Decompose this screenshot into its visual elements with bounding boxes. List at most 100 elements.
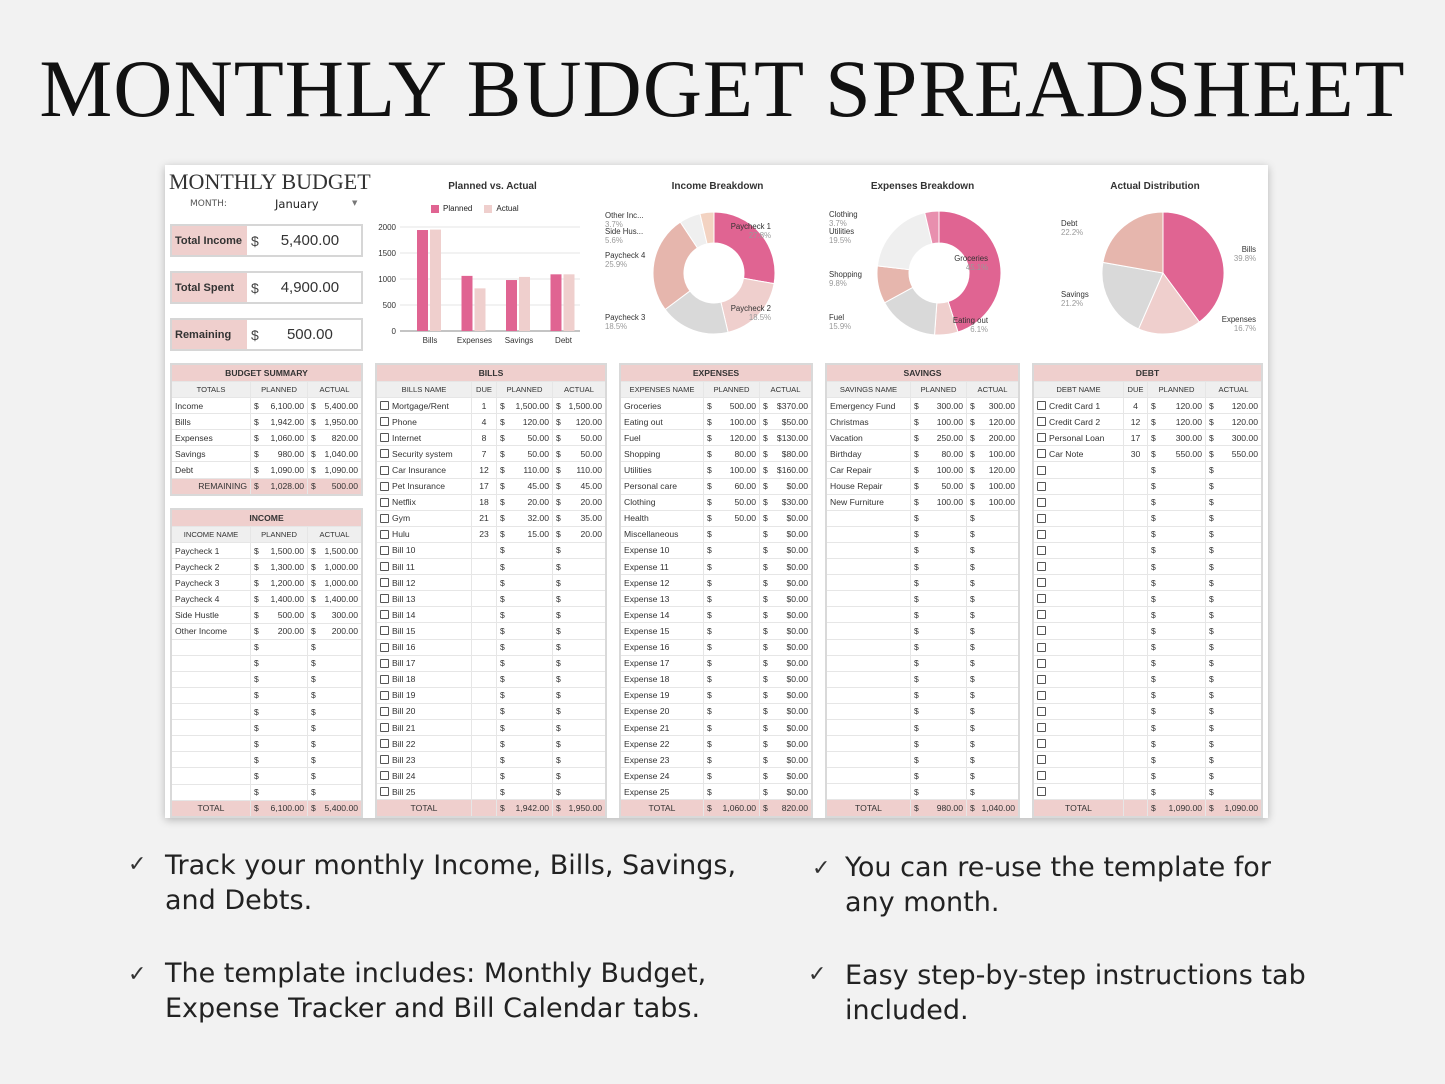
name-cell[interactable]: Credit Card 2	[1034, 414, 1123, 429]
planned-cell[interactable]: $	[703, 575, 759, 591]
actual-cell[interactable]: $5,400.00	[307, 800, 361, 816]
planned-cell[interactable]: $550.00	[1147, 446, 1205, 462]
name-cell[interactable]	[172, 785, 250, 800]
name-cell[interactable]: Bill 11	[377, 559, 471, 574]
planned-cell[interactable]: $	[250, 768, 307, 784]
name-cell[interactable]	[827, 575, 910, 590]
actual-cell[interactable]: $	[966, 703, 1018, 719]
name-cell[interactable]	[1034, 672, 1123, 687]
planned-cell[interactable]: $	[1147, 526, 1205, 542]
actual-cell[interactable]: $	[966, 526, 1018, 542]
planned-cell[interactable]: $	[250, 687, 307, 704]
checkbox[interactable]	[380, 433, 389, 443]
actual-cell[interactable]: $	[307, 784, 361, 800]
due-cell[interactable]	[471, 591, 496, 607]
name-cell[interactable]	[1034, 495, 1123, 510]
checkbox[interactable]	[1037, 417, 1046, 427]
actual-cell[interactable]: $	[1205, 623, 1261, 639]
planned-cell[interactable]: $	[703, 639, 759, 655]
checkbox[interactable]	[380, 771, 389, 781]
checkbox[interactable]	[1037, 481, 1046, 491]
planned-cell[interactable]: $60.00	[703, 478, 759, 494]
actual-cell[interactable]: $ $0.00	[759, 526, 811, 542]
planned-cell[interactable]: $	[250, 704, 307, 720]
planned-cell[interactable]: $	[703, 591, 759, 607]
name-cell[interactable]	[172, 704, 250, 719]
name-cell[interactable]: Expense 12	[621, 575, 703, 590]
name-cell[interactable]: Bill 13	[377, 591, 471, 606]
actual-cell[interactable]: $	[552, 591, 605, 607]
actual-cell[interactable]: $	[1205, 768, 1261, 784]
name-cell[interactable]: Bill 24	[377, 768, 471, 783]
checkbox[interactable]	[1037, 449, 1046, 459]
name-cell[interactable]: Paycheck 3	[172, 575, 250, 590]
planned-cell[interactable]: $	[910, 526, 966, 542]
planned-cell[interactable]: $120.00	[703, 430, 759, 446]
planned-cell[interactable]: $	[703, 736, 759, 752]
due-cell[interactable]	[1123, 655, 1147, 671]
actual-cell[interactable]: $	[966, 510, 1018, 526]
actual-cell[interactable]: $ $0.00	[759, 478, 811, 494]
checkbox[interactable]	[380, 658, 389, 668]
planned-cell[interactable]: $	[910, 687, 966, 703]
name-cell[interactable]: Car Repair	[827, 462, 910, 477]
name-cell[interactable]	[827, 591, 910, 606]
checkbox[interactable]	[380, 723, 389, 733]
name-cell[interactable]: Internet	[377, 430, 471, 445]
name-cell[interactable]: Credit Card 1	[1034, 398, 1123, 413]
due-cell[interactable]	[1123, 687, 1147, 703]
name-cell[interactable]: Expense 22	[621, 736, 703, 751]
name-cell[interactable]: Expense 10	[621, 543, 703, 558]
actual-cell[interactable]: $	[966, 623, 1018, 639]
name-cell[interactable]: Paycheck 4	[172, 591, 250, 606]
planned-cell[interactable]: $1,500.00	[250, 543, 307, 559]
actual-cell[interactable]: $1,400.00	[307, 591, 361, 607]
name-cell[interactable]: Groceries	[621, 398, 703, 413]
name-cell[interactable]: Hulu	[377, 527, 471, 542]
name-cell[interactable]: Expense 18	[621, 672, 703, 687]
planned-cell[interactable]: $15.00	[496, 526, 552, 542]
planned-cell[interactable]: $1,060.00	[250, 430, 307, 446]
name-cell[interactable]	[827, 607, 910, 622]
actual-cell[interactable]: $200.00	[966, 430, 1018, 446]
actual-cell[interactable]: $	[552, 768, 605, 784]
actual-cell[interactable]: $	[1205, 639, 1261, 655]
actual-cell[interactable]: $	[966, 655, 1018, 671]
checkbox[interactable]	[1037, 465, 1046, 475]
actual-cell[interactable]: $ $0.00	[759, 719, 811, 736]
planned-cell[interactable]: $	[910, 591, 966, 607]
name-cell[interactable]: Phone	[377, 414, 471, 429]
due-cell[interactable]: 23	[471, 526, 496, 542]
actual-cell[interactable]: $	[1205, 462, 1261, 478]
actual-cell[interactable]: $ $130.00	[759, 430, 811, 446]
actual-cell[interactable]: $ $0.00	[759, 655, 811, 671]
due-cell[interactable]: 12	[1123, 414, 1147, 430]
name-cell[interactable]: Expense 15	[621, 623, 703, 638]
name-cell[interactable]	[827, 784, 910, 799]
planned-cell[interactable]: $	[703, 703, 759, 719]
planned-cell[interactable]: $	[703, 768, 759, 784]
planned-cell[interactable]: $	[910, 768, 966, 784]
planned-cell[interactable]: $	[1147, 768, 1205, 784]
due-cell[interactable]	[471, 703, 496, 719]
actual-cell[interactable]: $	[1205, 542, 1261, 559]
name-cell[interactable]: Bill 19	[377, 688, 471, 703]
due-cell[interactable]	[1123, 623, 1147, 639]
actual-cell[interactable]: $100.00	[966, 494, 1018, 510]
checkbox[interactable]	[380, 739, 389, 749]
name-cell[interactable]	[1034, 607, 1123, 622]
name-cell[interactable]: Bill 21	[377, 720, 471, 735]
actual-cell[interactable]: $	[552, 607, 605, 623]
name-cell[interactable]: Expense 17	[621, 656, 703, 671]
checkbox[interactable]	[380, 706, 389, 716]
due-cell[interactable]	[471, 784, 496, 800]
name-cell[interactable]: Health	[621, 511, 703, 526]
planned-cell[interactable]: $6,100.00	[250, 398, 307, 414]
name-cell[interactable]: Expense 14	[621, 607, 703, 622]
planned-cell[interactable]: $100.00	[910, 494, 966, 510]
checkbox[interactable]	[1037, 739, 1046, 749]
name-cell[interactable]: Expense 13	[621, 591, 703, 606]
actual-cell[interactable]: $	[1205, 655, 1261, 671]
name-cell[interactable]: Savings	[172, 446, 250, 461]
planned-cell[interactable]: $	[1147, 719, 1205, 736]
